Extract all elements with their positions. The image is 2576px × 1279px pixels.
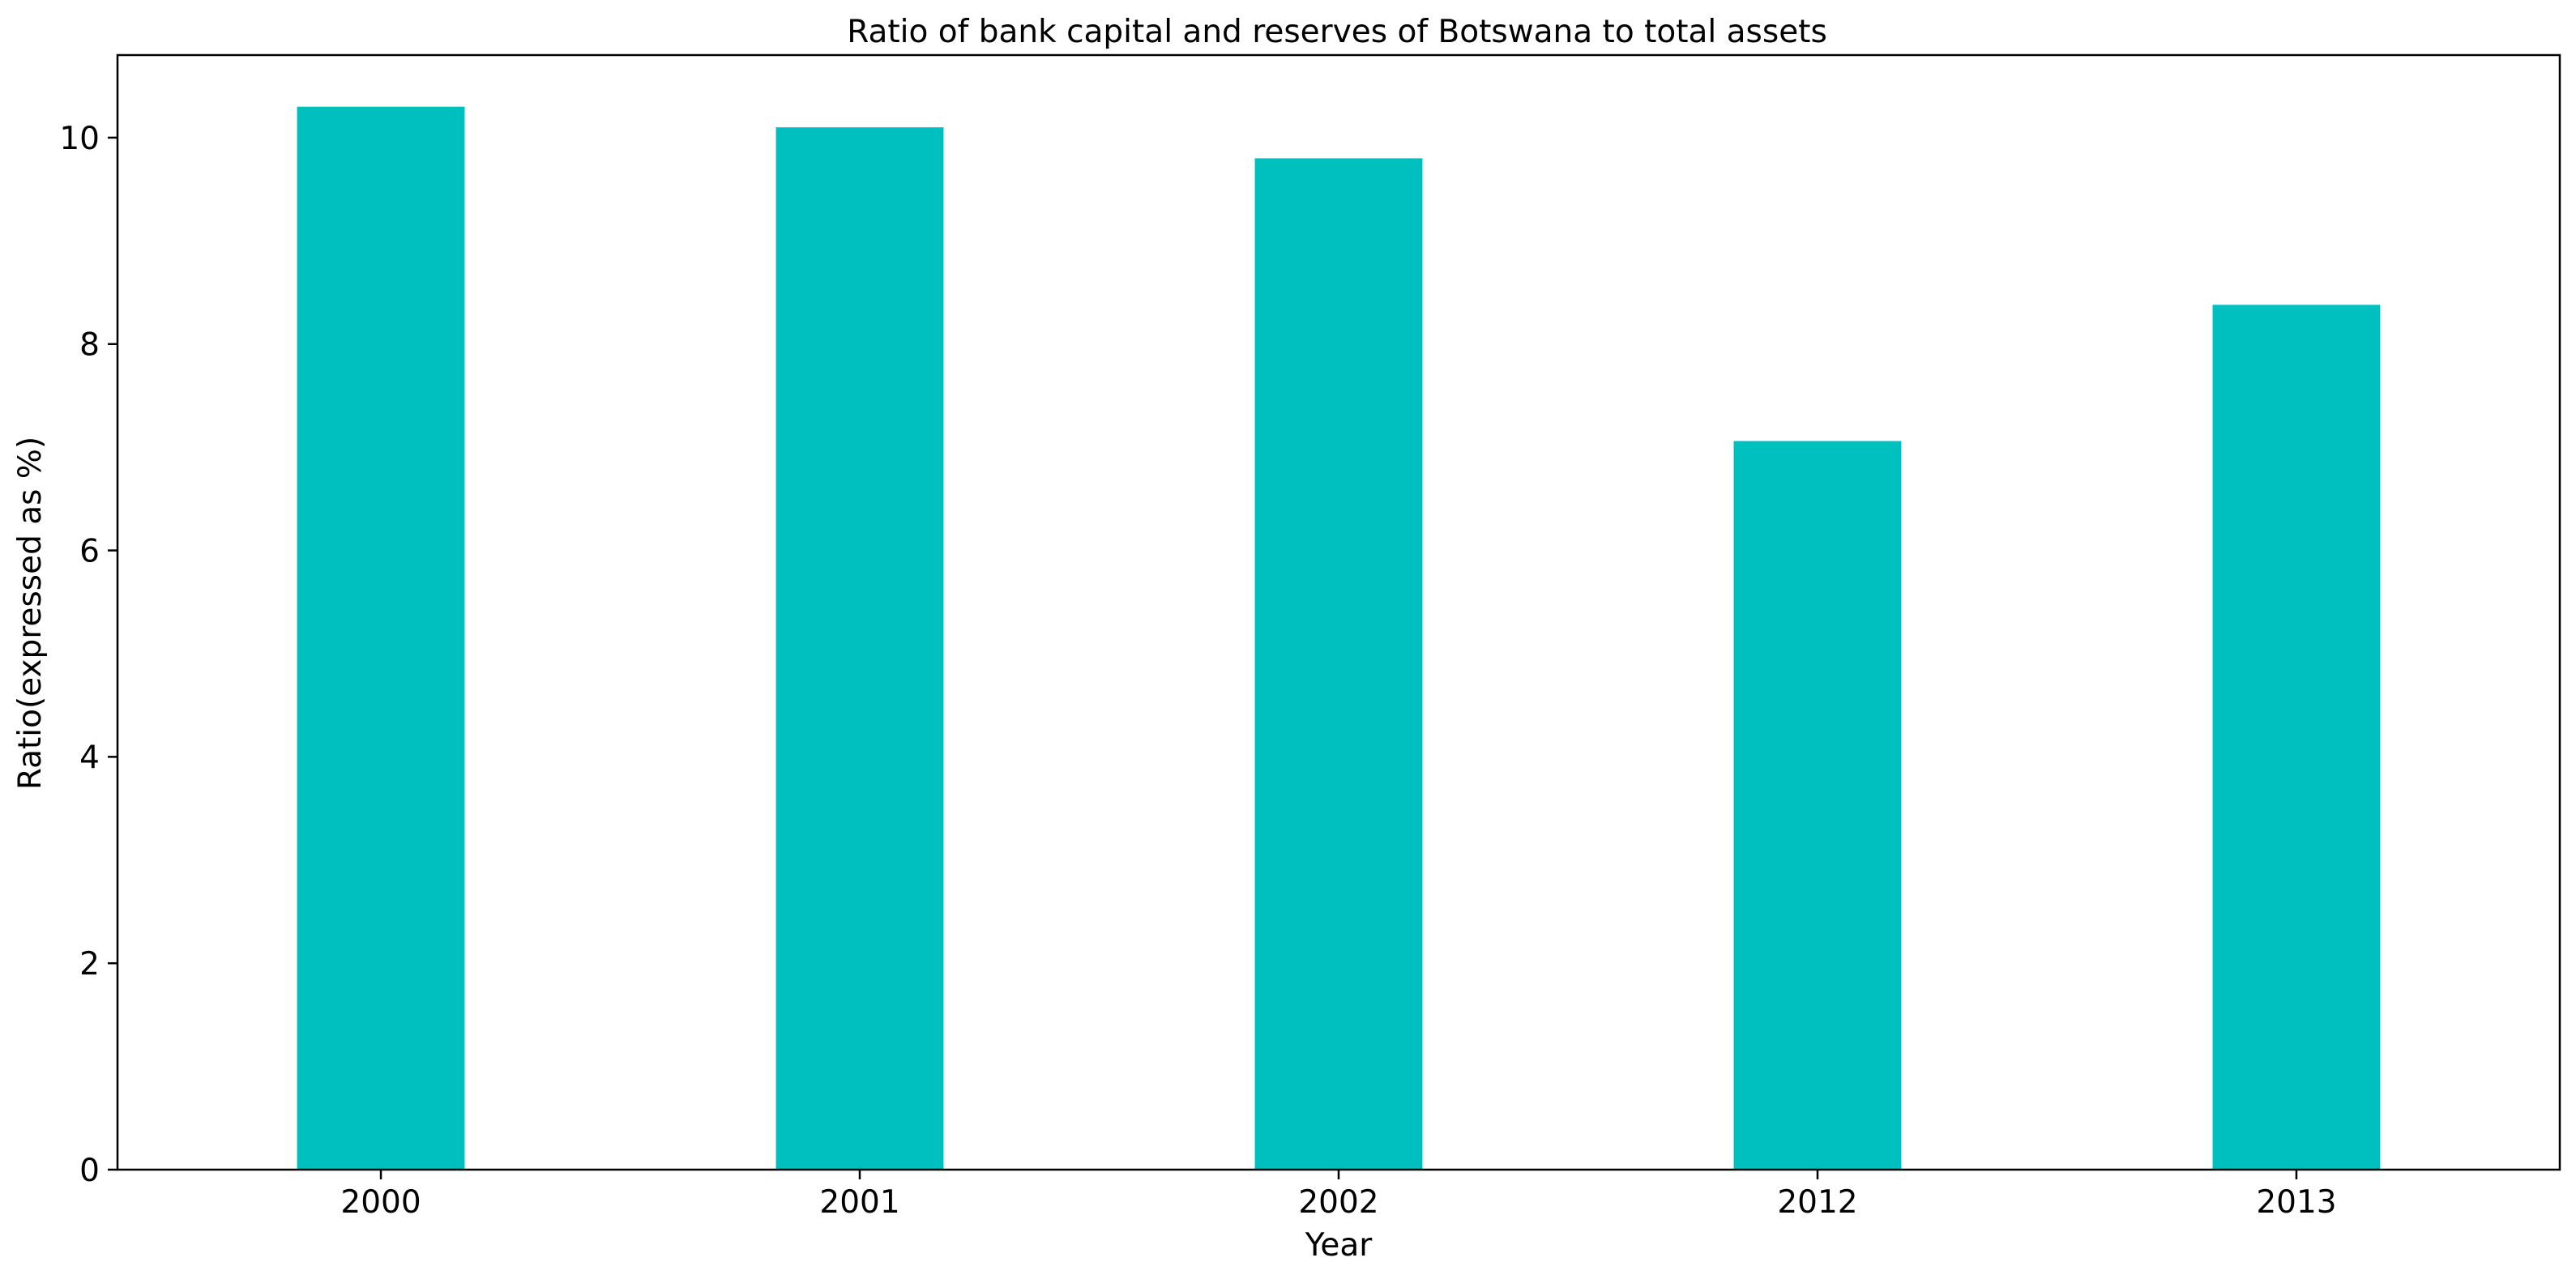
x-tick-label: 2002 <box>1298 1184 1378 1221</box>
chart-title: Ratio of bank capital and reserves of Bo… <box>847 14 1827 50</box>
bar-2001 <box>775 127 944 1170</box>
y-tick-label: 0 <box>79 1153 100 1189</box>
y-tick-label: 2 <box>79 946 100 983</box>
bar-2013 <box>2212 305 2381 1170</box>
bar-2012 <box>1733 441 1902 1170</box>
bar-2002 <box>1254 158 1423 1170</box>
y-tick-label: 4 <box>79 740 100 776</box>
y-tick-label: 10 <box>59 121 100 157</box>
x-axis-label: Year <box>1305 1227 1373 1264</box>
bar-2000 <box>297 106 465 1170</box>
x-tick-label: 2012 <box>1777 1184 1857 1221</box>
plot-area-frame <box>116 53 2561 1171</box>
y-axis-ticks: 0 2 4 6 8 10 <box>59 121 117 1189</box>
bars-layer <box>297 106 2381 1170</box>
x-tick-label: 2001 <box>819 1184 899 1221</box>
x-axis-ticks: 2000 2001 2002 2012 2013 <box>340 1170 2337 1221</box>
x-tick-label: 2000 <box>340 1184 421 1221</box>
y-axis-label: Ratio(expressed as %) <box>12 437 49 790</box>
x-tick-label: 2013 <box>2256 1184 2336 1221</box>
y-tick-label: 6 <box>79 534 100 570</box>
y-tick-label: 8 <box>79 327 100 364</box>
